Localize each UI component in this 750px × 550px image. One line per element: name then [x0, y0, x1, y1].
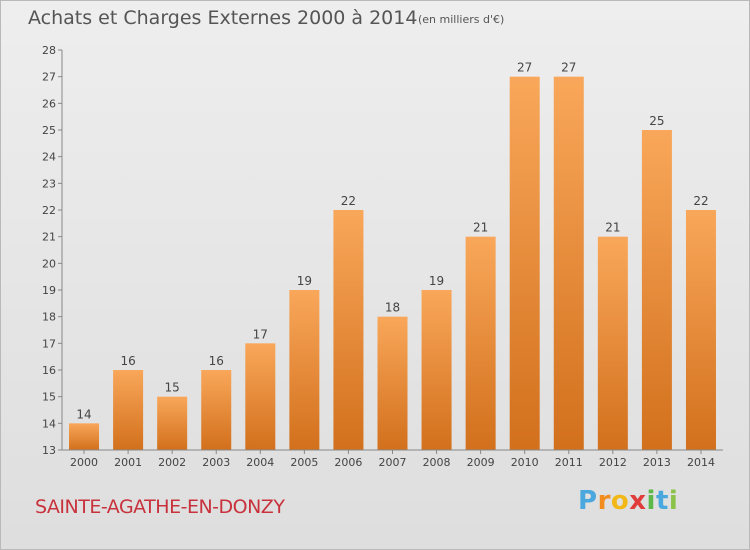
data-label-2008: 19 [429, 274, 444, 288]
bar-2007 [377, 316, 408, 450]
y-tick-label: 25 [42, 124, 56, 137]
bar-2012 [597, 236, 628, 450]
data-label-2011: 27 [561, 61, 576, 75]
bar-2006 [333, 210, 364, 450]
x-tick-label-2011: 2011 [555, 456, 583, 469]
x-tick-label-2009: 2009 [467, 456, 495, 469]
bar-2002 [157, 396, 188, 450]
chart-title: Achats et Charges Externes 2000 à 2014 [28, 7, 418, 29]
data-label-2005: 19 [297, 274, 312, 288]
data-label-2003: 16 [209, 354, 224, 368]
logo-letter-i-2: i [668, 486, 679, 516]
bar-2010 [509, 76, 540, 451]
y-tick-label: 14 [42, 417, 56, 430]
data-label-2004: 17 [253, 327, 268, 341]
x-tick-label-2001: 2001 [114, 456, 142, 469]
logo-letter-x: x [629, 486, 647, 516]
data-label-2000: 14 [76, 407, 91, 421]
x-tick-label-2000: 2000 [70, 456, 98, 469]
bar-2004 [245, 343, 276, 450]
commune-name: SAINTE-AGATHE-EN-DONZY [35, 496, 285, 518]
x-tick-label-2013: 2013 [643, 456, 671, 469]
logo-letter-r: r [597, 486, 611, 516]
data-label-2010: 27 [517, 61, 532, 75]
data-label-2002: 15 [165, 381, 180, 395]
x-tick-label-2014: 2014 [687, 456, 715, 469]
logo-letter-o: o [610, 486, 630, 516]
y-tick-label: 17 [42, 337, 56, 350]
data-label-2013: 25 [649, 114, 664, 128]
x-tick-label-2006: 2006 [334, 456, 362, 469]
y-tick-label: 21 [42, 231, 56, 244]
bar-2005 [289, 290, 320, 450]
data-label-2007: 18 [385, 301, 400, 315]
data-label-2001: 16 [120, 354, 135, 368]
data-label-2006: 22 [341, 194, 356, 208]
chart-subtitle: (en milliers d'€) [418, 13, 505, 26]
data-label-2009: 21 [473, 221, 488, 235]
y-tick-label: 23 [42, 177, 56, 190]
y-tick-label: 26 [42, 97, 56, 110]
y-tick-label: 22 [42, 204, 56, 217]
x-tick-label-2007: 2007 [379, 456, 407, 469]
bar-2009 [465, 236, 496, 450]
y-tick-label: 28 [42, 44, 56, 57]
x-tick-label-2010: 2010 [511, 456, 539, 469]
bar-2001 [113, 370, 144, 450]
logo-letter-p: P [578, 486, 598, 516]
bar-2013 [641, 130, 672, 450]
y-tick-label: 15 [42, 391, 56, 404]
bar-2000 [69, 423, 100, 450]
bar-2008 [421, 290, 452, 450]
x-tick-label-2002: 2002 [158, 456, 186, 469]
x-tick-label-2008: 2008 [423, 456, 451, 469]
y-tick-label: 18 [42, 311, 56, 324]
y-tick-label: 24 [42, 151, 56, 164]
bar-2011 [553, 76, 584, 451]
x-tick-label-2004: 2004 [246, 456, 274, 469]
x-tick-label-2012: 2012 [599, 456, 627, 469]
bar-2014 [685, 210, 716, 450]
bar-2003 [201, 370, 232, 450]
logo-letter-i: i [646, 486, 656, 516]
y-tick-label: 20 [42, 257, 56, 270]
data-label-2014: 22 [693, 194, 708, 208]
x-tick-label-2003: 2003 [202, 456, 230, 469]
y-tick-label: 16 [42, 364, 56, 377]
data-label-2012: 21 [605, 221, 620, 235]
x-tick-label-2005: 2005 [290, 456, 318, 469]
logo-letter-t: t [655, 486, 669, 516]
y-tick-label: 19 [42, 284, 56, 297]
proxiti-logo[interactable]: Proxiti [578, 486, 678, 516]
y-tick-label: 13 [42, 444, 56, 457]
y-tick-label: 27 [42, 71, 56, 84]
